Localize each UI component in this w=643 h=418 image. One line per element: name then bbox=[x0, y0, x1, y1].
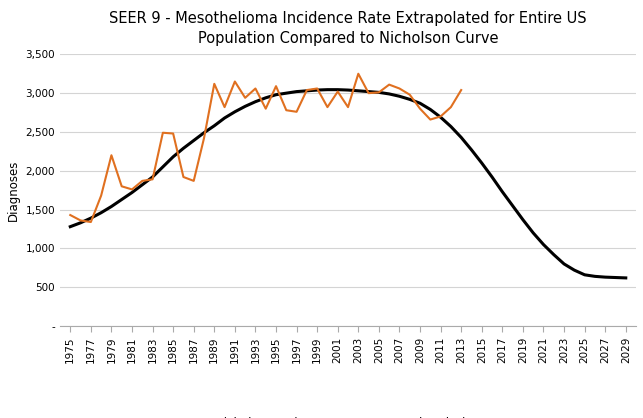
Legend: Nicholson Estimate, Extrapolated Diagnoses: Nicholson Estimate, Extrapolated Diagnos… bbox=[177, 412, 519, 418]
Extrapolated Diagnoses bbox=[375, 90, 383, 95]
Extrapolated Diagnoses bbox=[303, 87, 311, 92]
Nicholson Estimate bbox=[66, 224, 74, 229]
Extrapolated Diagnoses bbox=[344, 104, 352, 110]
Extrapolated Diagnoses bbox=[159, 130, 167, 135]
Extrapolated Diagnoses bbox=[323, 104, 331, 110]
Extrapolated Diagnoses bbox=[406, 92, 413, 97]
Extrapolated Diagnoses bbox=[262, 106, 269, 111]
Extrapolated Diagnoses bbox=[149, 177, 156, 182]
Extrapolated Diagnoses bbox=[210, 82, 218, 87]
Extrapolated Diagnoses bbox=[190, 178, 197, 184]
Extrapolated Diagnoses bbox=[77, 218, 84, 223]
Extrapolated Diagnoses bbox=[66, 212, 74, 217]
Nicholson Estimate bbox=[622, 275, 629, 280]
Extrapolated Diagnoses bbox=[87, 219, 95, 224]
Extrapolated Diagnoses bbox=[365, 91, 372, 96]
Extrapolated Diagnoses bbox=[169, 131, 177, 136]
Extrapolated Diagnoses bbox=[457, 87, 465, 92]
Extrapolated Diagnoses bbox=[354, 71, 362, 76]
Extrapolated Diagnoses bbox=[272, 84, 280, 89]
Nicholson Estimate bbox=[611, 275, 619, 280]
Extrapolated Diagnoses bbox=[231, 79, 239, 84]
Extrapolated Diagnoses bbox=[241, 95, 249, 100]
Nicholson Estimate bbox=[128, 190, 136, 195]
Nicholson Estimate bbox=[169, 154, 177, 159]
Nicholson Estimate bbox=[272, 92, 280, 97]
Extrapolated Diagnoses bbox=[334, 89, 341, 94]
Extrapolated Diagnoses bbox=[416, 106, 424, 111]
Extrapolated Diagnoses bbox=[426, 117, 434, 122]
Extrapolated Diagnoses bbox=[437, 114, 444, 119]
Extrapolated Diagnoses bbox=[200, 136, 208, 141]
Extrapolated Diagnoses bbox=[313, 86, 321, 91]
Extrapolated Diagnoses bbox=[179, 174, 187, 179]
Nicholson Estimate bbox=[570, 268, 578, 273]
Extrapolated Diagnoses bbox=[128, 187, 136, 192]
Extrapolated Diagnoses bbox=[138, 178, 146, 184]
Nicholson Estimate bbox=[323, 87, 331, 92]
Title: SEER 9 - Mesothelioma Incidence Rate Extrapolated for Entire US
Population Compa: SEER 9 - Mesothelioma Incidence Rate Ext… bbox=[109, 11, 587, 46]
Extrapolated Diagnoses bbox=[118, 184, 125, 189]
Extrapolated Diagnoses bbox=[251, 86, 259, 91]
Extrapolated Diagnoses bbox=[395, 86, 403, 91]
Extrapolated Diagnoses bbox=[282, 108, 290, 113]
Extrapolated Diagnoses bbox=[385, 82, 393, 87]
Nicholson Estimate bbox=[200, 130, 208, 135]
Extrapolated Diagnoses bbox=[97, 193, 105, 198]
Extrapolated Diagnoses bbox=[107, 153, 115, 158]
Line: Extrapolated Diagnoses: Extrapolated Diagnoses bbox=[70, 74, 461, 222]
Extrapolated Diagnoses bbox=[221, 104, 228, 110]
Extrapolated Diagnoses bbox=[447, 104, 455, 110]
Line: Nicholson Estimate: Nicholson Estimate bbox=[70, 89, 626, 278]
Extrapolated Diagnoses bbox=[293, 109, 300, 114]
Y-axis label: Diagnoses: Diagnoses bbox=[7, 160, 20, 221]
